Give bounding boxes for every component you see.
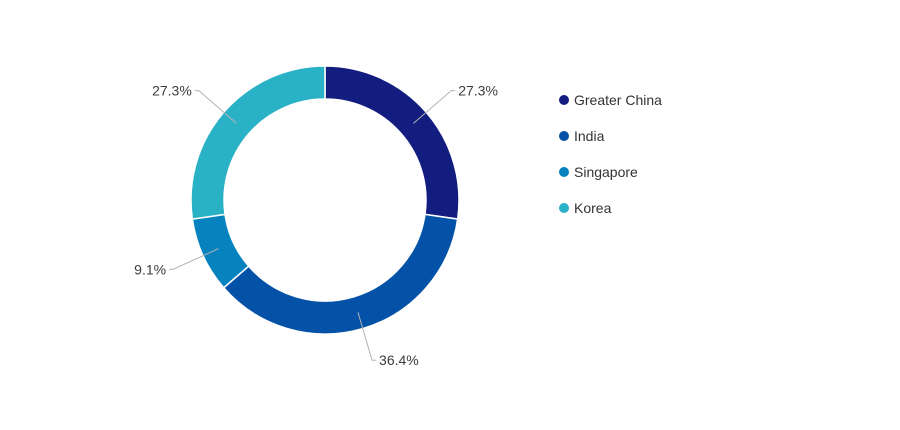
- data-labels: 27.3% 36.4% 9.1% 27.3%: [134, 83, 498, 369]
- legend-label: Singapore: [574, 164, 638, 180]
- legend-label: Greater China: [574, 92, 662, 108]
- legend-label: India: [574, 128, 605, 144]
- legend-marker-icon: [559, 131, 569, 141]
- leader-line-greater-china: [413, 90, 456, 124]
- donut-slices: [190, 65, 460, 335]
- data-label-india: 36.4%: [379, 352, 419, 368]
- slice-korea[interactable]: [190, 65, 326, 220]
- legend-marker-icon: [559, 167, 569, 177]
- data-label-korea: 27.3%: [152, 83, 192, 99]
- legend-item-korea[interactable]: Korea: [559, 198, 662, 218]
- legend-item-greater-china[interactable]: Greater China: [559, 90, 662, 110]
- leader-line-india: [357, 312, 377, 361]
- slice-greater-china[interactable]: [324, 65, 460, 220]
- leader-line-singapore: [169, 248, 219, 270]
- data-label-singapore: 9.1%: [134, 261, 166, 277]
- legend-marker-icon: [559, 95, 569, 105]
- legend-marker-icon: [559, 203, 569, 213]
- legend-item-singapore[interactable]: Singapore: [559, 162, 662, 182]
- legend-item-india[interactable]: India: [559, 126, 662, 146]
- data-label-greater-china: 27.3%: [458, 83, 498, 99]
- data-label-leaders: [169, 90, 456, 361]
- slice-india[interactable]: [222, 213, 459, 335]
- legend-label: Korea: [574, 200, 612, 216]
- leader-line-korea: [194, 90, 237, 124]
- legend: Greater China India Singapore Korea: [559, 90, 662, 234]
